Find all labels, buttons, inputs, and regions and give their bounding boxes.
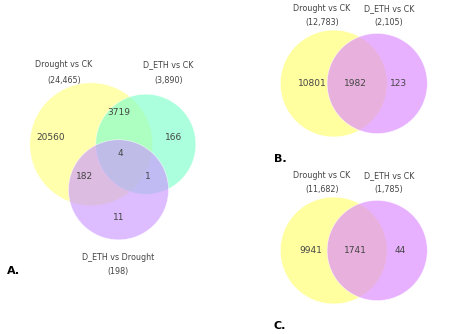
Circle shape: [68, 140, 169, 240]
Circle shape: [30, 83, 153, 206]
Circle shape: [280, 197, 387, 304]
Text: 9941: 9941: [299, 246, 322, 255]
Text: (1,785): (1,785): [374, 185, 403, 194]
Text: B.: B.: [273, 154, 286, 164]
Circle shape: [96, 94, 196, 194]
Text: 10801: 10801: [298, 79, 327, 88]
Text: D_ETH vs Drought: D_ETH vs Drought: [82, 254, 155, 263]
Text: D_ETH vs CK: D_ETH vs CK: [143, 60, 194, 69]
Text: 123: 123: [391, 79, 408, 88]
Text: 3719: 3719: [107, 108, 130, 117]
Text: 182: 182: [76, 172, 93, 181]
Text: 1982: 1982: [344, 79, 367, 88]
Text: (3,890): (3,890): [154, 76, 183, 85]
Text: D_ETH vs CK: D_ETH vs CK: [364, 171, 414, 180]
Text: 11: 11: [113, 212, 124, 221]
Text: (11,682): (11,682): [305, 185, 339, 194]
Text: Drought vs CK: Drought vs CK: [293, 171, 351, 180]
Text: D_ETH vs CK: D_ETH vs CK: [364, 4, 414, 13]
Circle shape: [327, 33, 427, 134]
Circle shape: [327, 200, 427, 301]
Text: 166: 166: [164, 133, 182, 142]
Text: 1: 1: [145, 172, 151, 181]
Text: Drought vs CK: Drought vs CK: [35, 60, 92, 69]
Text: 44: 44: [395, 246, 406, 255]
Text: C.: C.: [273, 321, 286, 331]
Text: (12,783): (12,783): [305, 18, 339, 27]
Text: 4: 4: [118, 149, 124, 158]
Text: (198): (198): [108, 267, 129, 276]
Text: (2,105): (2,105): [374, 18, 403, 27]
Text: A.: A.: [7, 266, 20, 276]
Text: (24,465): (24,465): [47, 76, 81, 85]
Text: Drought vs CK: Drought vs CK: [293, 4, 351, 13]
Text: 20560: 20560: [36, 133, 64, 142]
Circle shape: [280, 30, 387, 137]
Text: 1741: 1741: [344, 246, 367, 255]
